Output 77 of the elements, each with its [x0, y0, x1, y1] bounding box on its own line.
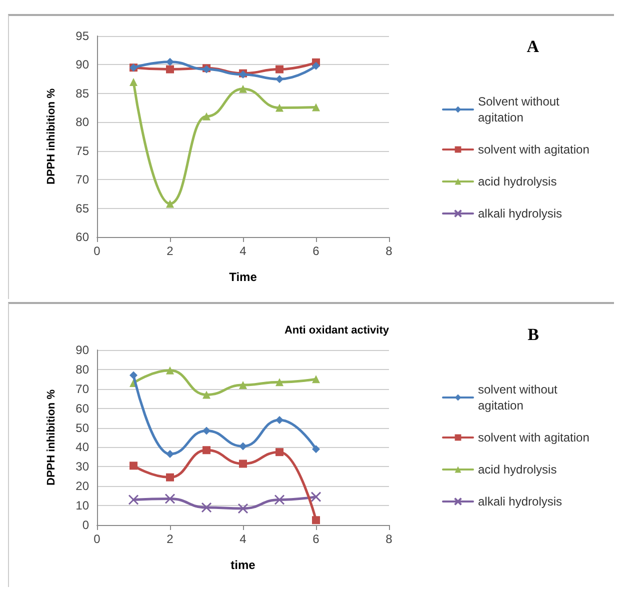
- point: [238, 503, 248, 514]
- x-tick-label: 6: [312, 532, 320, 546]
- y-tick-label: 80: [76, 362, 90, 376]
- legend-label: acid hydrolysis: [478, 174, 557, 188]
- y-tick-label: 65: [76, 201, 90, 216]
- y-tick-label: 40: [76, 440, 90, 454]
- chart-title: Anti oxidant activity: [284, 324, 390, 336]
- point: [239, 460, 247, 468]
- point: [166, 473, 174, 482]
- point: [310, 492, 322, 502]
- x-tick-label: 2: [166, 244, 174, 258]
- point: [312, 516, 320, 524]
- point: [202, 112, 210, 120]
- legend-label: alkali hydrolysis: [478, 494, 562, 508]
- point: [166, 366, 174, 374]
- x-tick-label: 0: [94, 244, 101, 258]
- legend-label: solvent with agitation: [478, 430, 590, 444]
- y-axis-title: DPPH inhibition %: [46, 389, 58, 486]
- y-axis-title: DPPH inhibition %: [46, 88, 58, 184]
- x-tick-label: 2: [166, 532, 174, 546]
- y-tick-label: 60: [76, 230, 90, 244]
- point: [239, 84, 247, 93]
- y-tick-label: 75: [76, 144, 90, 158]
- legend-label: Solvent without agitation: [478, 94, 563, 124]
- point: [312, 445, 320, 454]
- legend-label: solvent with agitation: [478, 142, 590, 156]
- y-tick-label: 0: [82, 518, 90, 532]
- point: [166, 200, 174, 208]
- x-tick-label: 4: [240, 244, 247, 258]
- point: [274, 494, 285, 505]
- point: [276, 378, 284, 386]
- y-tick-label: 20: [76, 479, 90, 494]
- point: [201, 502, 212, 513]
- y-tick-label: 95: [76, 29, 90, 43]
- point: [202, 390, 210, 399]
- point: [276, 104, 284, 112]
- x-axis-title: time: [230, 558, 256, 572]
- y-tick-label: 60: [76, 401, 90, 416]
- y-tick-label: 70: [76, 382, 90, 396]
- y-tick-label: 50: [76, 420, 90, 435]
- y-tick-label: 30: [76, 460, 90, 474]
- y-tick-label: 80: [76, 115, 90, 130]
- y-tick-label: 70: [76, 172, 90, 187]
- point: [164, 494, 176, 504]
- point: [166, 65, 174, 74]
- text: A: [526, 37, 540, 56]
- x-tick-label: 6: [312, 244, 320, 258]
- x-axis-title: Time: [229, 270, 258, 284]
- x-tick-label: 0: [94, 532, 101, 546]
- x-tick-label: 4: [240, 532, 247, 546]
- point: [312, 62, 320, 70]
- point: [276, 416, 284, 424]
- x-tick-label: 8: [386, 532, 393, 546]
- point: [276, 65, 284, 74]
- y-tick-label: 85: [76, 86, 90, 100]
- point: [166, 58, 174, 66]
- point: [166, 450, 174, 458]
- point: [312, 375, 320, 384]
- legend-label: solvent without agitation: [478, 382, 561, 412]
- legend-label: alkali hydrolysis: [478, 206, 562, 220]
- text: B: [528, 325, 540, 344]
- point: [130, 78, 138, 86]
- point: [239, 381, 247, 389]
- y-tick-label: 90: [76, 343, 90, 357]
- x-tick-label: 8: [386, 244, 393, 258]
- y-tick-label: 10: [76, 498, 90, 513]
- point: [202, 426, 210, 435]
- point: [202, 446, 210, 454]
- point: [130, 371, 138, 380]
- point: [128, 494, 139, 505]
- legend-label: acid hydrolysis: [478, 462, 557, 476]
- point: [239, 442, 247, 450]
- point: [130, 462, 138, 470]
- point: [276, 448, 284, 456]
- point: [276, 75, 284, 84]
- point: [312, 103, 320, 112]
- y-tick-label: 90: [76, 58, 90, 72]
